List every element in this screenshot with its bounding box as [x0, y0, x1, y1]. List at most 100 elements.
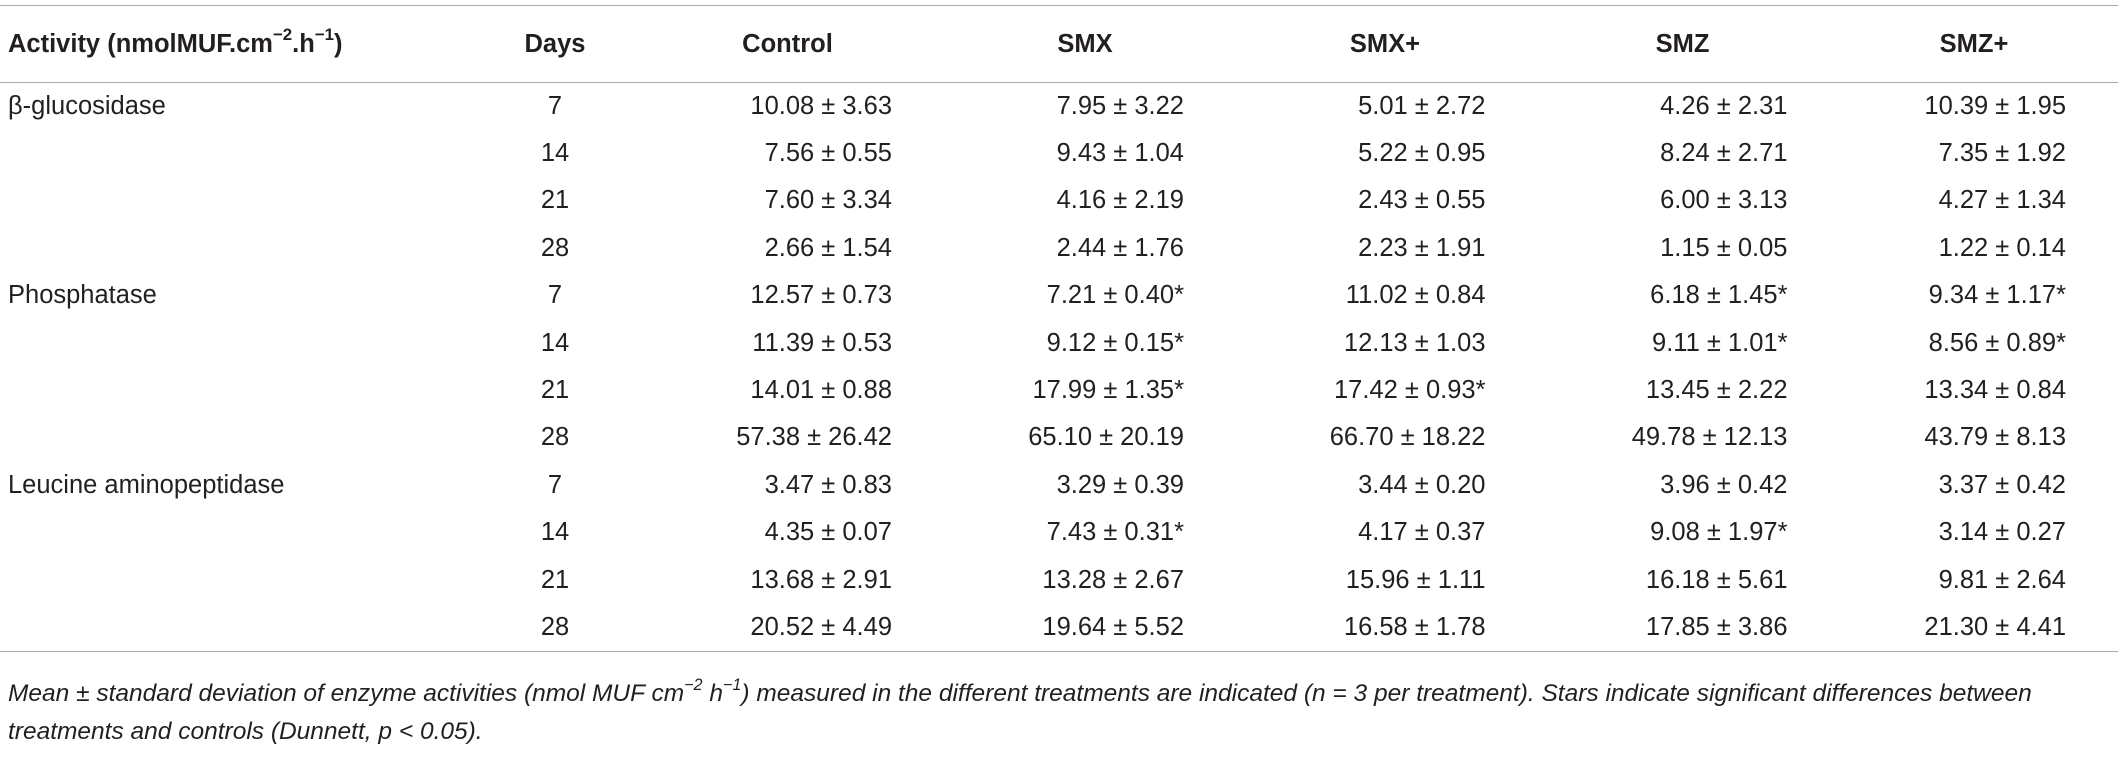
value-text: 10.39 ± 1.95 — [1924, 91, 2066, 120]
value-text: 5.22 ± 0.95 — [1358, 139, 1486, 168]
cell-days: 14 — [540, 518, 570, 547]
value-text: 3.37 ± 0.42 — [1938, 470, 2066, 499]
table-row: 28 57.38 ± 26.42 65.10 ± 20.19 66.70 ± 18.2… — [0, 414, 2118, 461]
table-row: 28 20.52 ± 4.49 19.64 ± 5.52 16.58 ± 1.78 17… — [0, 603, 2118, 652]
table-row: β-glucosidase 7 10.08 ± 3.63 7.95 ± 3.22 5.0… — [0, 83, 2118, 130]
header-days: Days — [470, 5, 640, 83]
table-row: Phosphatase 7 12.57 ± 0.73 7.21 ± 0.40* 11.0… — [0, 272, 2118, 319]
value-text: 17.99 ± 1.35* — [1032, 376, 1184, 405]
cell-activity — [0, 130, 470, 177]
cell-smx-plus: 11.02 ± 0.84 — [1235, 272, 1535, 319]
cell-activity — [0, 177, 470, 224]
enzyme-activity-table: Activity (nmolMUF.cm−2.h−1) Days Control… — [0, 5, 2118, 652]
cell-control: 12.57 ± 0.73 — [640, 272, 935, 319]
cell-days: 7 — [547, 470, 563, 499]
cell-smz: 3.96 ± 0.42 — [1535, 462, 1830, 509]
cell-smx: 65.10 ± 20.19 — [935, 414, 1235, 461]
value-text: 2.23 ± 1.91 — [1358, 233, 1486, 262]
value-text: 66.70 ± 18.22 — [1329, 423, 1486, 452]
cell-smz-plus: 9.81 ± 2.64 — [1830, 556, 2118, 603]
value-text: 3.44 ± 0.20 — [1358, 470, 1486, 499]
header-smx: SMX — [935, 5, 1235, 83]
cell-days: 21 — [540, 186, 570, 215]
cell-smx-plus: 2.23 ± 1.91 — [1235, 225, 1535, 272]
cell-smz: 1.15 ± 0.05 — [1535, 225, 1830, 272]
value-text: 17.42 ± 0.93* — [1333, 376, 1486, 405]
cell-smx: 7.95 ± 3.22 — [935, 83, 1235, 130]
value-text: 3.47 ± 0.83 — [764, 470, 892, 499]
value-text: 15.96 ± 1.11 — [1345, 565, 1486, 594]
table-footnote: Mean ± standard deviation of enzyme acti… — [8, 676, 2032, 745]
cell-smx: 17.99 ± 1.35* — [935, 367, 1235, 414]
value-text: 3.14 ± 0.27 — [1938, 518, 2066, 547]
cell-control: 7.60 ± 3.34 — [640, 177, 935, 224]
cell-days: 28 — [540, 233, 570, 262]
value-text: 2.66 ± 1.54 — [764, 233, 892, 262]
table-row: 14 11.39 ± 0.53 9.12 ± 0.15* 12.13 ± 1.03 9.… — [0, 319, 2118, 366]
header-activity: Activity (nmolMUF.cm−2.h−1) — [0, 5, 470, 83]
table-body: β-glucosidase 7 10.08 ± 3.63 7.95 ± 3.22 5.0… — [0, 83, 2118, 652]
cell-days: 14 — [540, 139, 570, 168]
value-text: 12.13 ± 1.03 — [1343, 328, 1486, 357]
value-text: 4.17 ± 0.37 — [1358, 518, 1486, 547]
cell-smz: 9.11 ± 1.01* — [1535, 319, 1830, 366]
value-text: 14.01 ± 0.88 — [750, 376, 892, 405]
value-text: 16.58 ± 1.78 — [1343, 612, 1486, 641]
cell-smz-plus: 3.14 ± 0.27 — [1830, 509, 2118, 556]
cell-days: 21 — [540, 565, 570, 594]
cell-activity — [0, 509, 470, 556]
cell-control: 10.08 ± 3.63 — [640, 83, 935, 130]
table-row: 21 13.68 ± 2.91 13.28 ± 2.67 15.96 ± 1.11 16… — [0, 556, 2118, 603]
value-text: 10.08 ± 3.63 — [750, 91, 892, 120]
cell-smx: 3.29 ± 0.39 — [935, 462, 1235, 509]
value-text: 9.08 ± 1.97* — [1650, 518, 1788, 547]
table-row: 14 4.35 ± 0.07 7.43 ± 0.31* 4.17 ± 0.37 9.08… — [0, 509, 2118, 556]
cell-smx: 19.64 ± 5.52 — [935, 603, 1235, 652]
value-text: 20.52 ± 4.49 — [750, 612, 892, 641]
header-smz: SMZ — [1535, 5, 1830, 83]
cell-smz-plus: 3.37 ± 0.42 — [1830, 462, 2118, 509]
cell-smx-plus: 16.58 ± 1.78 — [1235, 603, 1535, 652]
cell-control: 11.39 ± 0.53 — [640, 319, 935, 366]
cell-smz: 9.08 ± 1.97* — [1535, 509, 1830, 556]
cell-control: 4.35 ± 0.07 — [640, 509, 935, 556]
cell-smz: 4.26 ± 2.31 — [1535, 83, 1830, 130]
value-text: 9.12 ± 0.15* — [1046, 328, 1184, 357]
value-text: 8.24 ± 2.71 — [1660, 139, 1788, 168]
value-text: 9.11 ± 1.01* — [1652, 328, 1788, 357]
value-text: 17.85 ± 3.86 — [1645, 612, 1788, 641]
value-text: 6.00 ± 3.13 — [1660, 186, 1788, 215]
value-text: 7.60 ± 3.34 — [764, 186, 892, 215]
value-text: 7.21 ± 0.40* — [1046, 281, 1184, 310]
cell-control: 14.01 ± 0.88 — [640, 367, 935, 414]
cell-smz-plus: 9.34 ± 1.17* — [1830, 272, 2118, 319]
value-text: 12.57 ± 0.73 — [750, 281, 892, 310]
cell-days: 14 — [540, 328, 570, 357]
table-row: 14 7.56 ± 0.55 9.43 ± 1.04 5.22 ± 0.95 8.24 … — [0, 130, 2118, 177]
value-text: 9.81 ± 2.64 — [1938, 565, 2066, 594]
cell-smx: 7.21 ± 0.40* — [935, 272, 1235, 319]
value-text: 7.56 ± 0.55 — [764, 139, 892, 168]
cell-activity: β-glucosidase — [8, 91, 166, 120]
table-row: 21 7.60 ± 3.34 4.16 ± 2.19 2.43 ± 0.55 6.00 … — [0, 177, 2118, 224]
cell-activity — [0, 556, 470, 603]
cell-smx: 2.44 ± 1.76 — [935, 225, 1235, 272]
cell-activity — [0, 367, 470, 414]
value-text: 2.43 ± 0.55 — [1358, 186, 1486, 215]
cell-smz-plus: 1.22 ± 0.14 — [1830, 225, 2118, 272]
value-text: 9.34 ± 1.17* — [1928, 281, 2066, 310]
value-text: 13.34 ± 0.84 — [1924, 376, 2066, 405]
value-text: 16.18 ± 5.61 — [1645, 565, 1788, 594]
cell-smz: 49.78 ± 12.13 — [1535, 414, 1830, 461]
cell-control: 7.56 ± 0.55 — [640, 130, 935, 177]
value-text: 65.10 ± 20.19 — [1028, 423, 1184, 452]
cell-smz: 17.85 ± 3.86 — [1535, 603, 1830, 652]
cell-smx-plus: 12.13 ± 1.03 — [1235, 319, 1535, 366]
cell-smx-plus: 2.43 ± 0.55 — [1235, 177, 1535, 224]
value-text: 11.39 ± 0.53 — [752, 328, 892, 357]
value-text: 1.15 ± 0.05 — [1660, 233, 1788, 262]
cell-smx-plus: 66.70 ± 18.22 — [1235, 414, 1535, 461]
value-text: 49.78 ± 12.13 — [1631, 423, 1788, 452]
cell-activity — [0, 414, 470, 461]
cell-smz-plus: 4.27 ± 1.34 — [1830, 177, 2118, 224]
